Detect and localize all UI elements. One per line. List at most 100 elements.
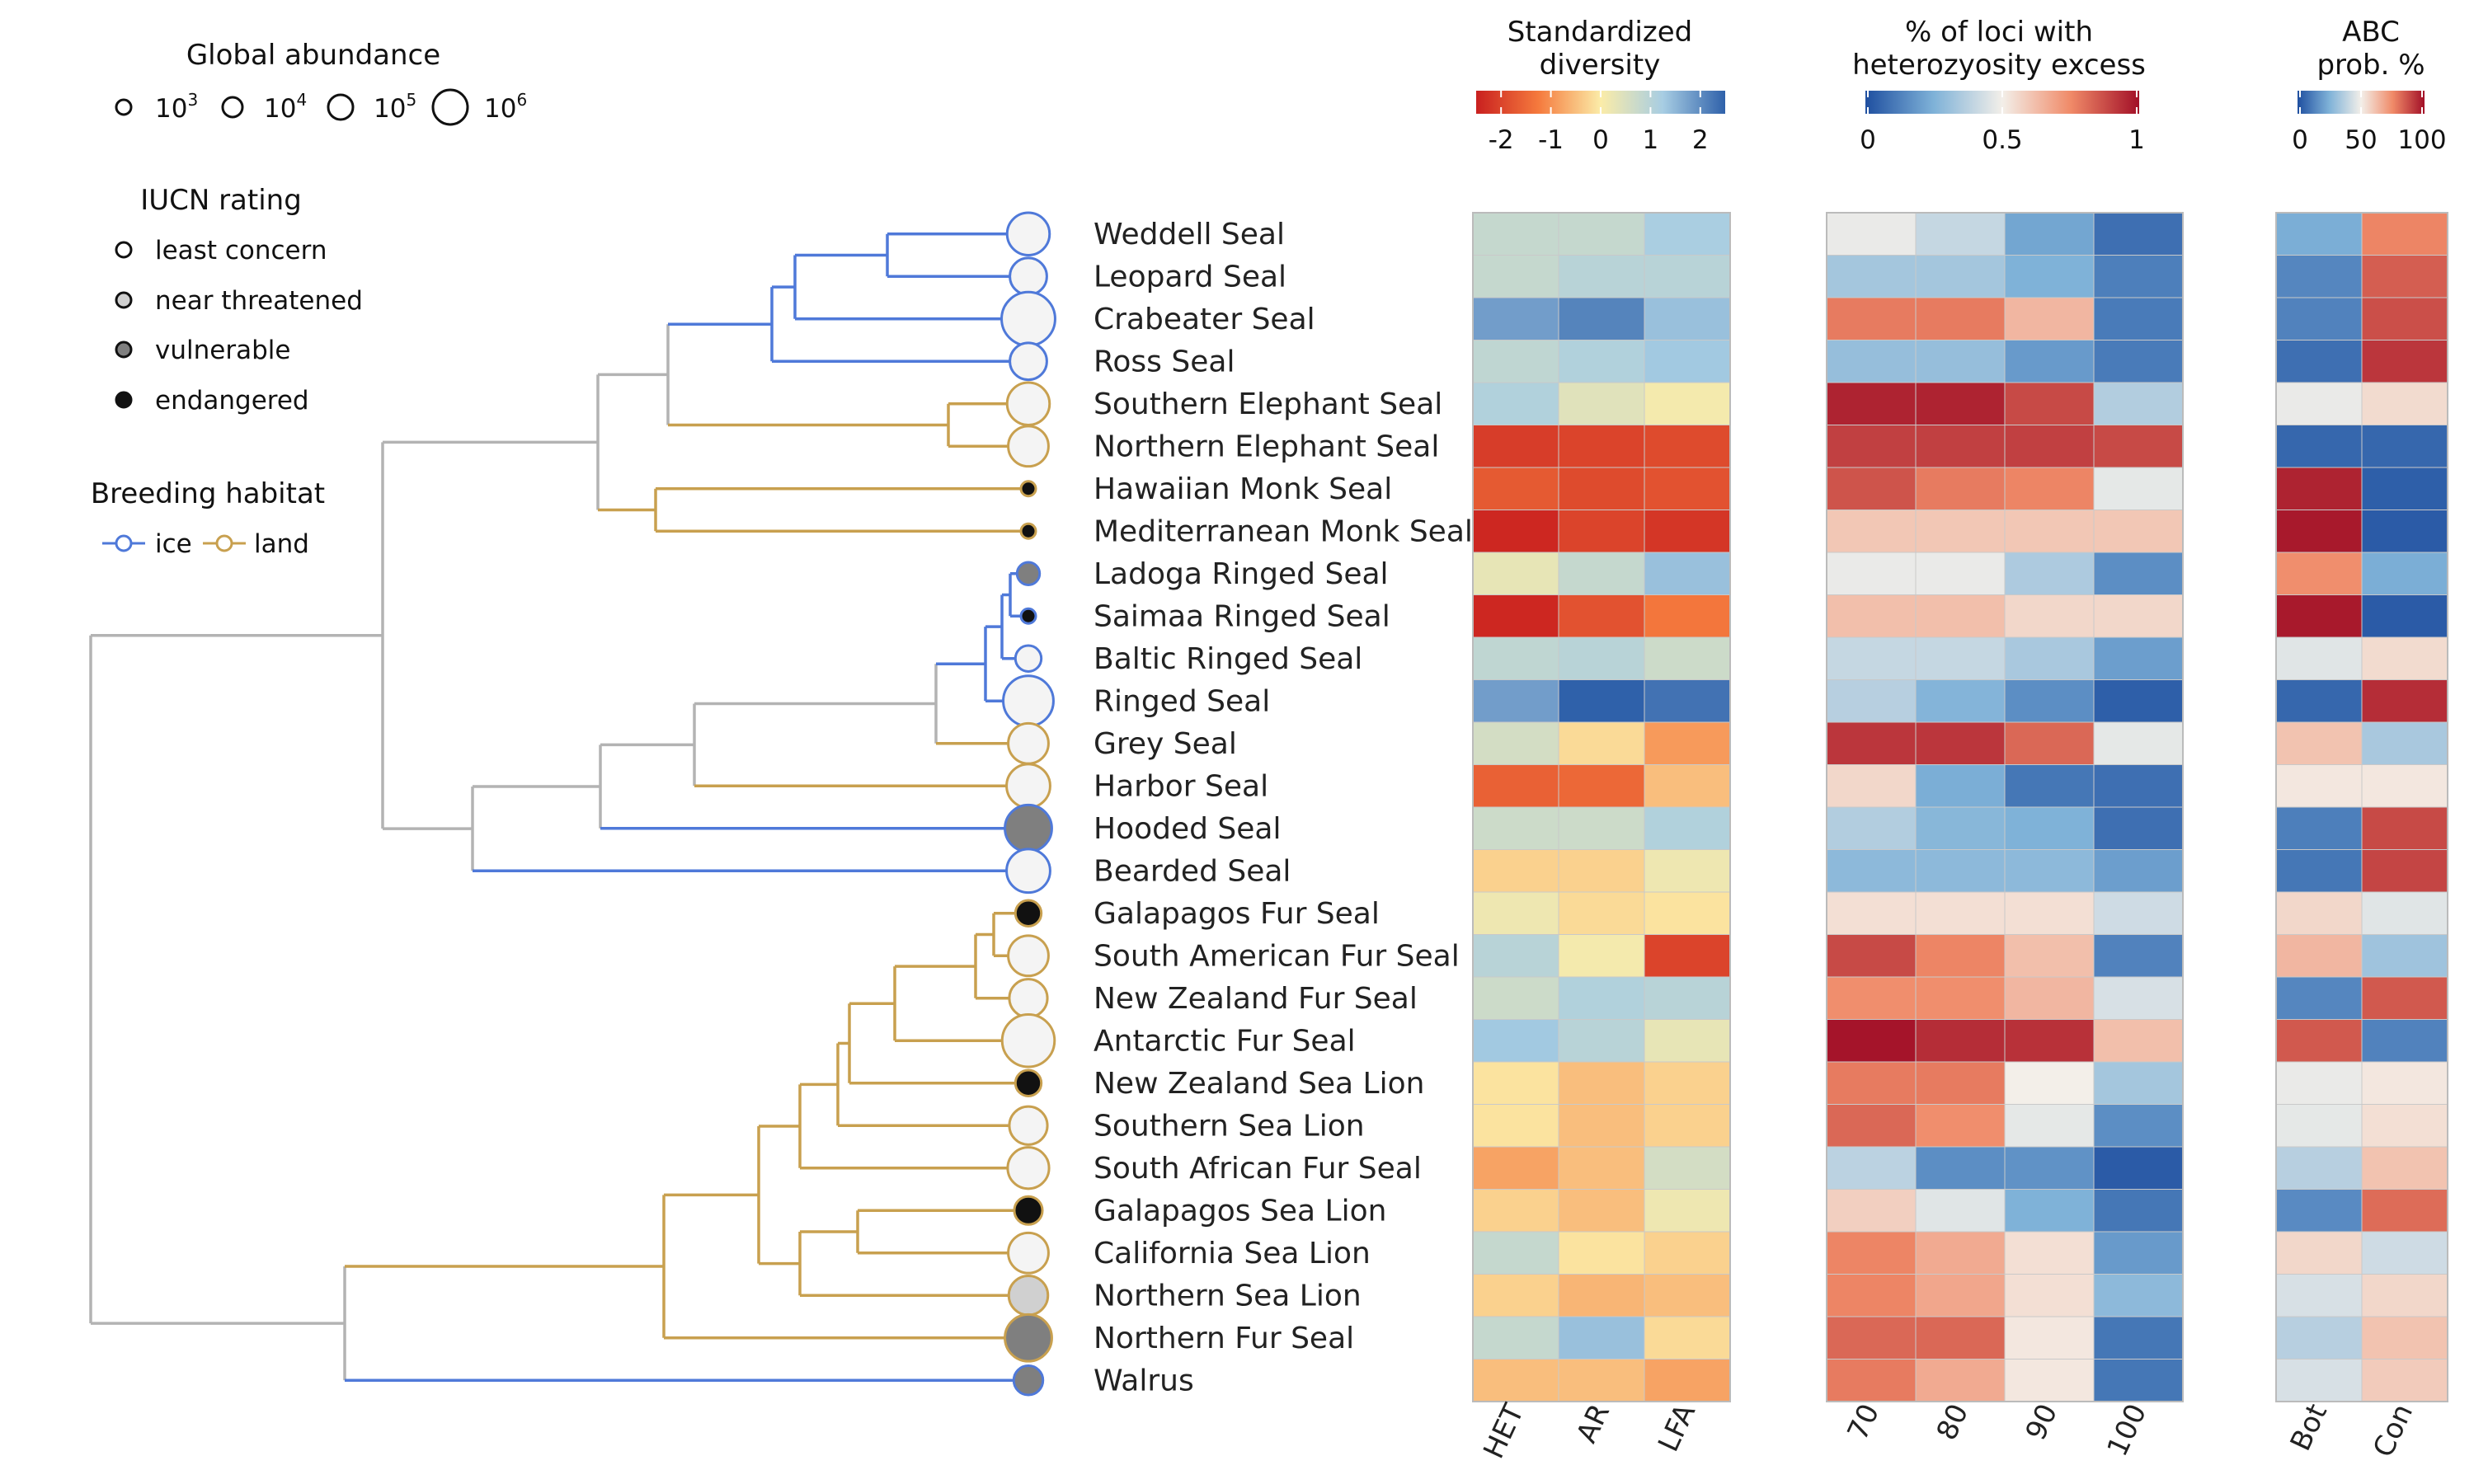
heat-cell — [2362, 722, 2448, 765]
tip-marker — [1009, 1233, 1049, 1273]
heat-cell — [2276, 892, 2362, 935]
heat-cell — [1827, 1232, 1916, 1275]
heat-cell — [1916, 1105, 2005, 1148]
tip-marker — [1009, 426, 1049, 467]
species-label: Harbor Seal — [1094, 769, 1268, 803]
tip-marker — [1002, 1014, 1055, 1067]
habitat-key-land-label: land — [254, 529, 309, 559]
heat-cell — [2276, 1062, 2362, 1105]
heat-cell — [2276, 850, 2362, 893]
diversity-title-line2: diversity — [1540, 49, 1661, 82]
het-title-line1: % of loci with — [1905, 16, 2093, 49]
heat-cell — [2362, 935, 2448, 978]
heat-cell — [2362, 1105, 2448, 1148]
heat-cell — [1473, 340, 1559, 383]
heat-cell — [2005, 850, 2094, 893]
heat-cell — [1916, 1317, 2005, 1360]
species-label: Northern Elephant Seal — [1094, 430, 1439, 463]
heat-cell — [1559, 1105, 1644, 1148]
heat-cell — [1559, 1360, 1644, 1402]
colorbar-tick-label: -1 — [1538, 125, 1564, 155]
heat-cell — [2094, 1147, 2183, 1190]
heat-cell — [1559, 340, 1644, 383]
tip-marker — [1009, 1106, 1047, 1144]
heat-cell — [1644, 510, 1730, 553]
tip-marker — [1015, 1070, 1041, 1096]
column-label: Bot — [2284, 1399, 2335, 1456]
heat-cell — [1916, 935, 2005, 978]
species-label: South African Fur Seal — [1094, 1152, 1422, 1186]
colorbar-tick-label: 50 — [2345, 125, 2377, 155]
heat-cell — [1644, 1190, 1730, 1233]
heat-cell — [1559, 552, 1644, 595]
heat-cell — [2362, 1360, 2448, 1402]
heat-cell — [2094, 425, 2183, 468]
heat-cell — [1559, 383, 1644, 425]
abc-title-line1: ABC — [2342, 16, 2400, 49]
heat-cell — [1827, 977, 1916, 1020]
heat-cell — [2276, 722, 2362, 765]
species-label: Walrus — [1094, 1364, 1194, 1397]
heat-cell — [2005, 722, 2094, 765]
heat-cell — [1827, 722, 1916, 765]
tip-markers — [1002, 213, 1056, 1395]
heat-cell — [1473, 850, 1559, 893]
heat-cell — [1827, 1360, 1916, 1402]
heat-cell — [2276, 977, 2362, 1020]
colorbar-tick-label: 0 — [1592, 125, 1609, 155]
heat-cell — [2094, 510, 2183, 553]
heat-cell — [2094, 1317, 2183, 1360]
heat-cell — [1559, 1275, 1644, 1317]
tip-marker — [1007, 383, 1050, 425]
heat-cell — [1644, 595, 1730, 638]
heat-cell — [1473, 1232, 1559, 1275]
species-labels: Weddell SealLeopard SealCrabeater SealRo… — [1094, 218, 1473, 1398]
heat-cell — [1559, 977, 1644, 1020]
tip-marker — [1021, 481, 1036, 496]
heat-cell — [2276, 1105, 2362, 1148]
heat-cell — [2276, 637, 2362, 680]
heat-cell — [2094, 1105, 2183, 1148]
heat-cell — [1827, 256, 1916, 298]
species-label: Leopard Seal — [1094, 260, 1286, 294]
species-label: Bearded Seal — [1094, 854, 1291, 888]
heat-cell — [2005, 340, 2094, 383]
heat-cell — [2362, 977, 2448, 1020]
heat-cell — [1827, 340, 1916, 383]
heat-cell — [1827, 298, 1916, 340]
heat-cell — [1827, 467, 1916, 510]
tip-marker — [1009, 979, 1047, 1017]
habitat-key-ice-label: ice — [155, 529, 192, 559]
heat-cell — [2362, 298, 2448, 340]
heat-cell — [2094, 1275, 2183, 1317]
column-labels: HET AR LFA 70 80 90 100 Bot Con — [1477, 1399, 2420, 1464]
heat-cell — [1916, 680, 2005, 723]
heat-cell — [2094, 892, 2183, 935]
heat-cell — [1916, 1360, 2005, 1402]
column-label: 100 — [2100, 1399, 2153, 1462]
heat-cell — [2276, 807, 2362, 850]
iucn-legend-items: least concern near threatened vulnerable… — [116, 236, 363, 416]
heat-cell — [2362, 425, 2448, 468]
tip-marker — [1015, 900, 1041, 926]
heat-cell — [1644, 1147, 1730, 1190]
heat-cell — [2005, 1147, 2094, 1190]
tip-marker — [1009, 1276, 1047, 1315]
column-label: HET — [1477, 1399, 1531, 1464]
heat-cell — [1559, 807, 1644, 850]
heat-cell — [1559, 1190, 1644, 1233]
heat-cell — [2362, 1147, 2448, 1190]
heat-cell — [2362, 637, 2448, 680]
heat-cell — [1473, 935, 1559, 978]
heat-cell — [1916, 552, 2005, 595]
heat-cell — [2094, 722, 2183, 765]
abundance-key-label: 103 — [155, 90, 198, 124]
tip-marker — [1017, 562, 1039, 585]
heat-cell — [1473, 1020, 1559, 1063]
iucn-key-label: near threatened — [155, 286, 363, 316]
heat-cell — [2276, 425, 2362, 468]
heat-cell — [2362, 1020, 2448, 1063]
species-label: California Sea Lion — [1094, 1237, 1371, 1270]
heat-cell — [1644, 1317, 1730, 1360]
heat-cell — [1473, 467, 1559, 510]
